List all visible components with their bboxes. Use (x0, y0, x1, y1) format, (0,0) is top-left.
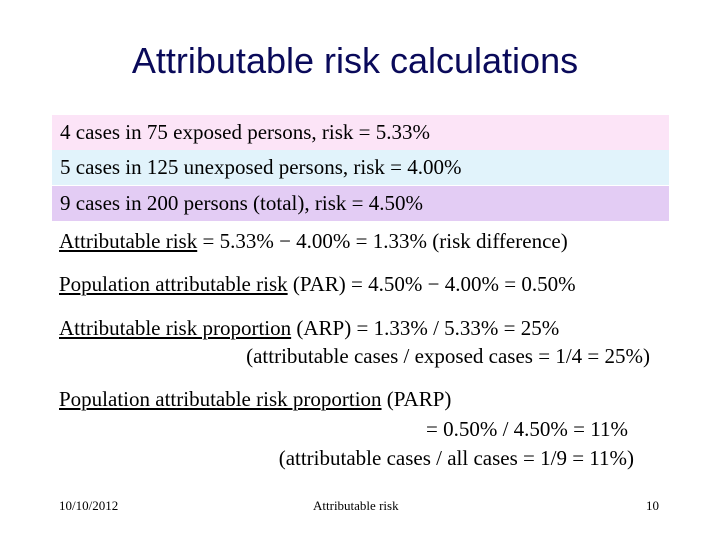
unexposed-risk-text: 5 cases in 125 unexposed persons, risk =… (60, 155, 462, 179)
arp-formula: (ARP) = 1.33% / 5.33% = 25% (291, 316, 560, 340)
parp-term: Population attributable risk proportion (59, 387, 382, 411)
total-risk-band: 9 cases in 200 persons (total), risk = 4… (52, 186, 669, 221)
attributable-risk-formula: = 5.33% − 4.00% = 1.33% (risk difference… (197, 229, 568, 253)
total-risk-text: 9 cases in 200 persons (total), risk = 4… (60, 191, 423, 215)
parp-explanation: (attributable cases / all cases = 1/9 = … (278, 446, 634, 470)
parp-formula: = 0.50% / 4.50% = 11% (426, 417, 628, 441)
attributable-risk-term: Attributable risk (59, 229, 198, 253)
unexposed-risk-band: 5 cases in 125 unexposed persons, risk =… (52, 150, 669, 185)
footer-title: Attributable risk (313, 498, 399, 513)
arp-explanation: (attributable cases / exposed cases = 1/… (246, 344, 650, 368)
arp-term: Attributable risk proportion (59, 316, 292, 340)
footer-page-number: 10 (646, 498, 659, 513)
attributable-risk-line: Attributable risk = 5.33% − 4.00% = 1.33… (59, 229, 568, 254)
par-term: Population attributable risk (59, 272, 288, 296)
exposed-risk-text: 4 cases in 75 exposed persons, risk = 5.… (60, 120, 430, 144)
exposed-risk-band: 4 cases in 75 exposed persons, risk = 5.… (52, 115, 669, 150)
arp-line: Attributable risk proportion (ARP) = 1.3… (59, 316, 559, 341)
slide-title: Attributable risk calculations (131, 40, 579, 81)
parp-line: Population attributable risk proportion … (59, 387, 451, 412)
footer-date: 10/10/2012 (59, 498, 119, 513)
parp-abbrev: (PARP) (381, 387, 452, 411)
par-line: Population attributable risk (PAR) = 4.5… (59, 272, 576, 297)
par-formula: (PAR) = 4.50% − 4.00% = 0.50% (287, 272, 576, 296)
